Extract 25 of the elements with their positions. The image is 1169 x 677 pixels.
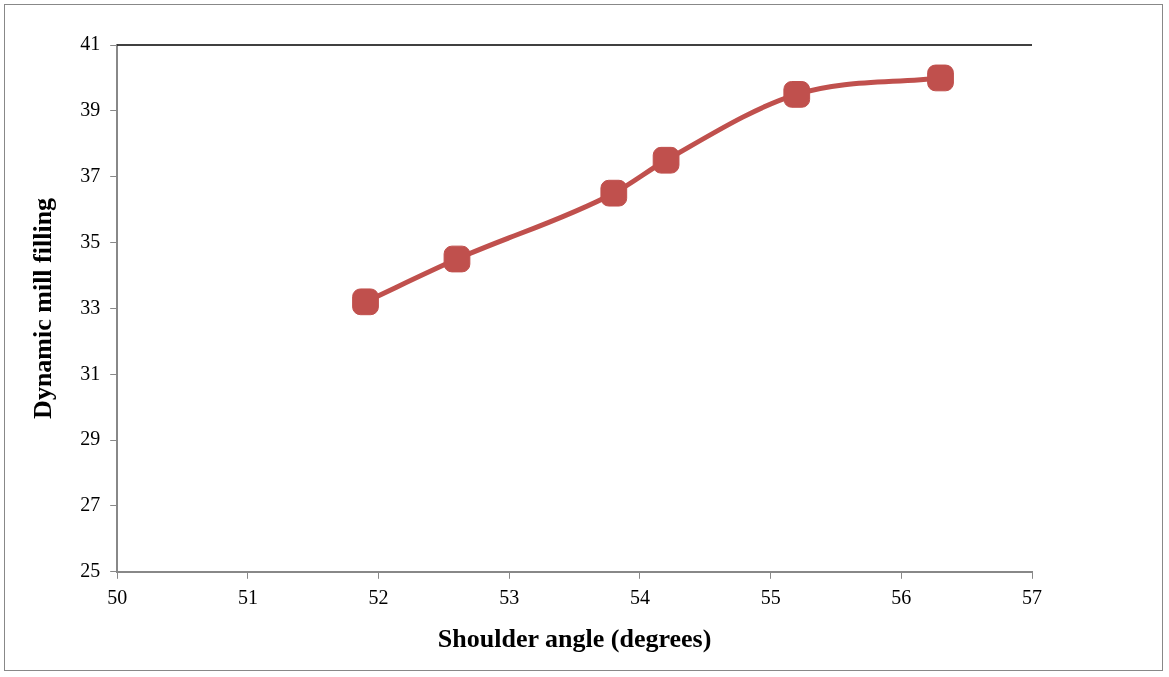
y-tick-label: 41 xyxy=(80,32,101,55)
x-tick-label: 56 xyxy=(891,586,912,609)
y-axis-title: Dynamic mill filling xyxy=(28,197,58,419)
x-tick-label: 51 xyxy=(237,586,258,609)
point xyxy=(352,288,379,316)
x-tick-label: 57 xyxy=(1022,586,1042,609)
point xyxy=(600,179,628,207)
point xyxy=(927,64,954,92)
point xyxy=(652,146,680,174)
y-tick-label: 39 xyxy=(80,98,101,121)
x-tick-label: 54 xyxy=(629,586,650,609)
x-axis-title: Shoulder angle (degrees) xyxy=(437,624,712,654)
x-tick-label: 55 xyxy=(760,586,781,609)
point xyxy=(783,81,811,108)
point xyxy=(443,245,471,273)
x-tick-label: 52 xyxy=(368,586,389,609)
y-tick-label: 29 xyxy=(80,427,101,450)
x-tick-label: 50 xyxy=(107,586,128,609)
y-tick-label: 33 xyxy=(80,295,101,318)
x-tick-label: 53 xyxy=(499,586,520,609)
y-tick-label: 37 xyxy=(80,163,101,186)
y-tick-label: 27 xyxy=(80,493,101,516)
y-tick-label: 35 xyxy=(80,229,101,252)
y-tick-label: 31 xyxy=(80,361,101,384)
y-tick-label: 25 xyxy=(80,559,101,582)
